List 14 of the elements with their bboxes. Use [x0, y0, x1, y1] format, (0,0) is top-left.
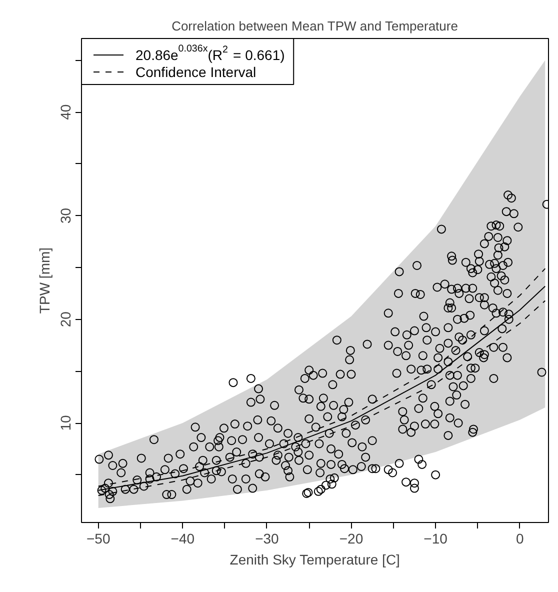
x-tick-label: −10	[424, 530, 448, 546]
x-axis-title: Zenith Sky Temperature [C]	[230, 552, 400, 568]
y-tick-label: 30	[58, 208, 74, 224]
chart-title: Correlation between Mean TPW and Temperature	[172, 18, 458, 34]
y-tick-label: 40	[58, 104, 74, 120]
legend-label: Confidence Interval	[136, 64, 256, 80]
x-tick-label: −30	[255, 530, 280, 546]
y-axis-title: TPW [mm]	[36, 247, 52, 314]
y-tick-label: 10	[58, 415, 74, 431]
x-tick-label: −20	[339, 530, 364, 546]
y-tick-label: 20	[58, 311, 74, 328]
x-tick-label: −40	[170, 530, 195, 546]
x-tick-label: −50	[86, 530, 110, 546]
x-tick-label: 0	[516, 530, 524, 546]
